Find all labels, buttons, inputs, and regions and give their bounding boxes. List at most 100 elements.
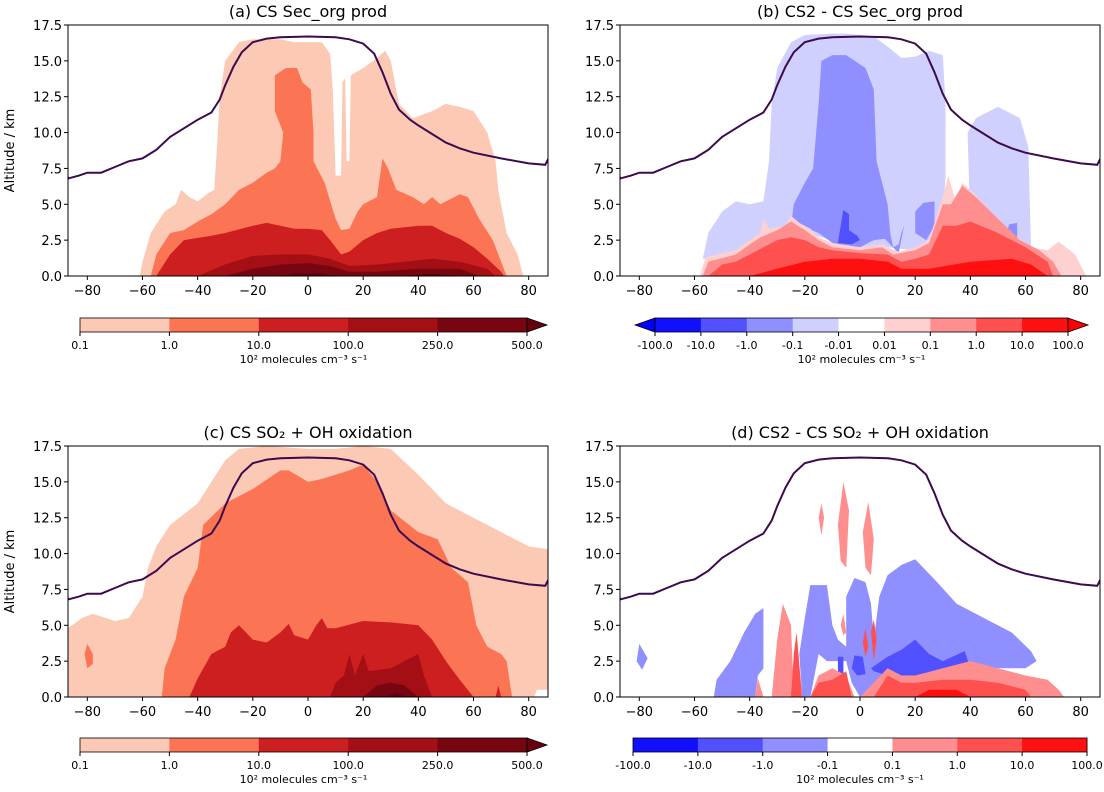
y-tick-label: 2.5 xyxy=(593,655,614,670)
x-tick-label: −60 xyxy=(681,705,708,720)
x-tick-label: −20 xyxy=(239,705,266,720)
x-tick-label: −40 xyxy=(736,705,763,720)
panel-a: (a) CS Sec_org prod −80 −60 −40 −20 0 20 40 60 80… xyxy=(3,2,549,299)
x-tick-label: −40 xyxy=(736,284,763,299)
y-tick-label: 12.5 xyxy=(585,512,614,527)
colorbar-tick-label: -100.0 xyxy=(637,339,672,352)
colorbar-segment xyxy=(258,738,349,752)
contour-region xyxy=(837,656,844,676)
colorbar-tick-label: 250.0 xyxy=(422,759,454,772)
colorbar-segment xyxy=(80,318,170,332)
x-tick-label: −80 xyxy=(74,705,101,720)
y-tick-label: 15.0 xyxy=(33,55,62,70)
plot-area xyxy=(68,35,548,276)
y-tick-label: 10.0 xyxy=(585,548,614,563)
y-tick-label: 5.0 xyxy=(593,619,614,634)
colorbar-segment xyxy=(827,738,893,752)
colorbar-tick-label: 100.0 xyxy=(1071,759,1103,772)
x-tick-label: −60 xyxy=(129,705,156,720)
y-tick-label: 2.5 xyxy=(41,655,62,670)
x-tick-label: 0 xyxy=(856,705,864,720)
x-tick-label: −60 xyxy=(681,284,708,299)
colorbar-tick-label: 500.0 xyxy=(511,339,543,352)
colorbar-tick-label: -1.0 xyxy=(752,759,773,772)
colorbar-segment xyxy=(633,738,699,752)
y-tick-label: 10.0 xyxy=(585,127,614,142)
colorbar-segment xyxy=(437,738,528,752)
colorbar-segment xyxy=(1022,318,1069,332)
y-tick-label: 15.0 xyxy=(585,55,614,70)
contour-region xyxy=(385,692,408,697)
contour-region xyxy=(150,68,507,276)
x-tick-label: 60 xyxy=(465,284,482,299)
y-tick-label: 12.5 xyxy=(33,91,62,106)
y-tick-label: 17.5 xyxy=(585,19,614,34)
colorbar-tick-label: 10.0 xyxy=(1010,759,1035,772)
x-tick-label: 80 xyxy=(1072,284,1089,299)
y-tick-label: 17.5 xyxy=(585,440,614,455)
x-tick-label: −80 xyxy=(74,284,101,299)
y-tick-label: 7.5 xyxy=(593,583,614,598)
contour-region xyxy=(280,273,460,276)
contour-region xyxy=(915,201,935,241)
contour-region xyxy=(840,613,847,636)
x-tick-label: −80 xyxy=(626,284,653,299)
y-tick-label: 0.0 xyxy=(41,691,62,706)
y-axis-label: Altitude / km xyxy=(3,109,18,193)
colorbar-segment xyxy=(1022,738,1088,752)
contour-region xyxy=(862,628,869,657)
colorbar-tick-label: 0.1 xyxy=(71,759,89,772)
x-tick-label: −40 xyxy=(184,284,211,299)
colorbar-segment xyxy=(892,738,958,752)
colorbar-segment xyxy=(884,318,931,332)
colorbar-segment xyxy=(957,738,1023,752)
colorbar-a: 0.1 1.0 10.0 100.0 250.0 500.0 10² molecules c… xyxy=(71,317,549,366)
plot-area xyxy=(620,456,1100,697)
colorbar-tick-label: 10.0 xyxy=(247,759,272,772)
contour-region xyxy=(363,682,419,697)
x-tick-label: 80 xyxy=(520,705,537,720)
colorbar-extend-max xyxy=(1067,317,1090,333)
colorbar-tick-label: 100.0 xyxy=(332,339,364,352)
plot-area xyxy=(68,446,548,697)
y-tick-label: 10.0 xyxy=(33,127,62,142)
y-tick-label: 10.0 xyxy=(33,548,62,563)
tropopause-line xyxy=(620,456,1100,601)
colorbar-frame xyxy=(632,737,1088,753)
colorbar-segment xyxy=(700,318,748,332)
colorbar-segment xyxy=(697,738,764,752)
y-tick-label: 5.0 xyxy=(41,619,62,634)
y-tick-label: 12.5 xyxy=(33,512,62,527)
x-tick-label: −80 xyxy=(626,705,653,720)
colorbar-b: -100.0 -10.0 -1.0 -0.1 -0.01 0.01 0.1 1.0 10.0 10… xyxy=(633,317,1090,366)
colorbar-tick-label: 10.0 xyxy=(247,339,272,352)
colorbar-segment xyxy=(976,318,1023,332)
panel-d: (d) CS2 - CS SO₂ + OH oxidation −80 −60 −40… xyxy=(585,423,1101,720)
x-tick-label: 80 xyxy=(1072,705,1089,720)
colorbar-tick-label: 1.0 xyxy=(967,339,985,352)
y-tick-label: 17.5 xyxy=(33,440,62,455)
x-tick-label: 20 xyxy=(907,705,924,720)
colorbar-tick-label: 500.0 xyxy=(511,759,543,772)
y-tick-label: 12.5 xyxy=(585,91,614,106)
panel-c: (c) CS SO₂ + OH oxidation −80 −60 −40 −20 0 20… xyxy=(3,423,549,720)
contour-region xyxy=(810,671,852,697)
x-tick-label: 20 xyxy=(355,705,372,720)
colorbar-tick-label: 1.0 xyxy=(161,759,179,772)
colorbar-tick-label: -100.0 xyxy=(615,759,650,772)
y-tick-label: 0.0 xyxy=(593,691,614,706)
y-tick-label: 0.0 xyxy=(593,270,614,285)
colorbar-extend-max xyxy=(526,737,549,753)
contour-region xyxy=(636,643,648,670)
y-axis-label: Altitude / km xyxy=(3,530,18,614)
colorbar-tick-label: -1.0 xyxy=(736,339,757,352)
colorbar-segment xyxy=(838,318,885,332)
colorbar-tick-label: -0.01 xyxy=(824,339,852,352)
y-tick-label: 7.5 xyxy=(41,583,62,598)
x-tick-label: 40 xyxy=(962,284,979,299)
colorbar-tick-label: 100.0 xyxy=(332,759,364,772)
contour-region xyxy=(871,619,877,662)
contour-region xyxy=(330,654,433,697)
colorbar-segment xyxy=(169,738,260,752)
x-tick-label: 20 xyxy=(907,284,924,299)
